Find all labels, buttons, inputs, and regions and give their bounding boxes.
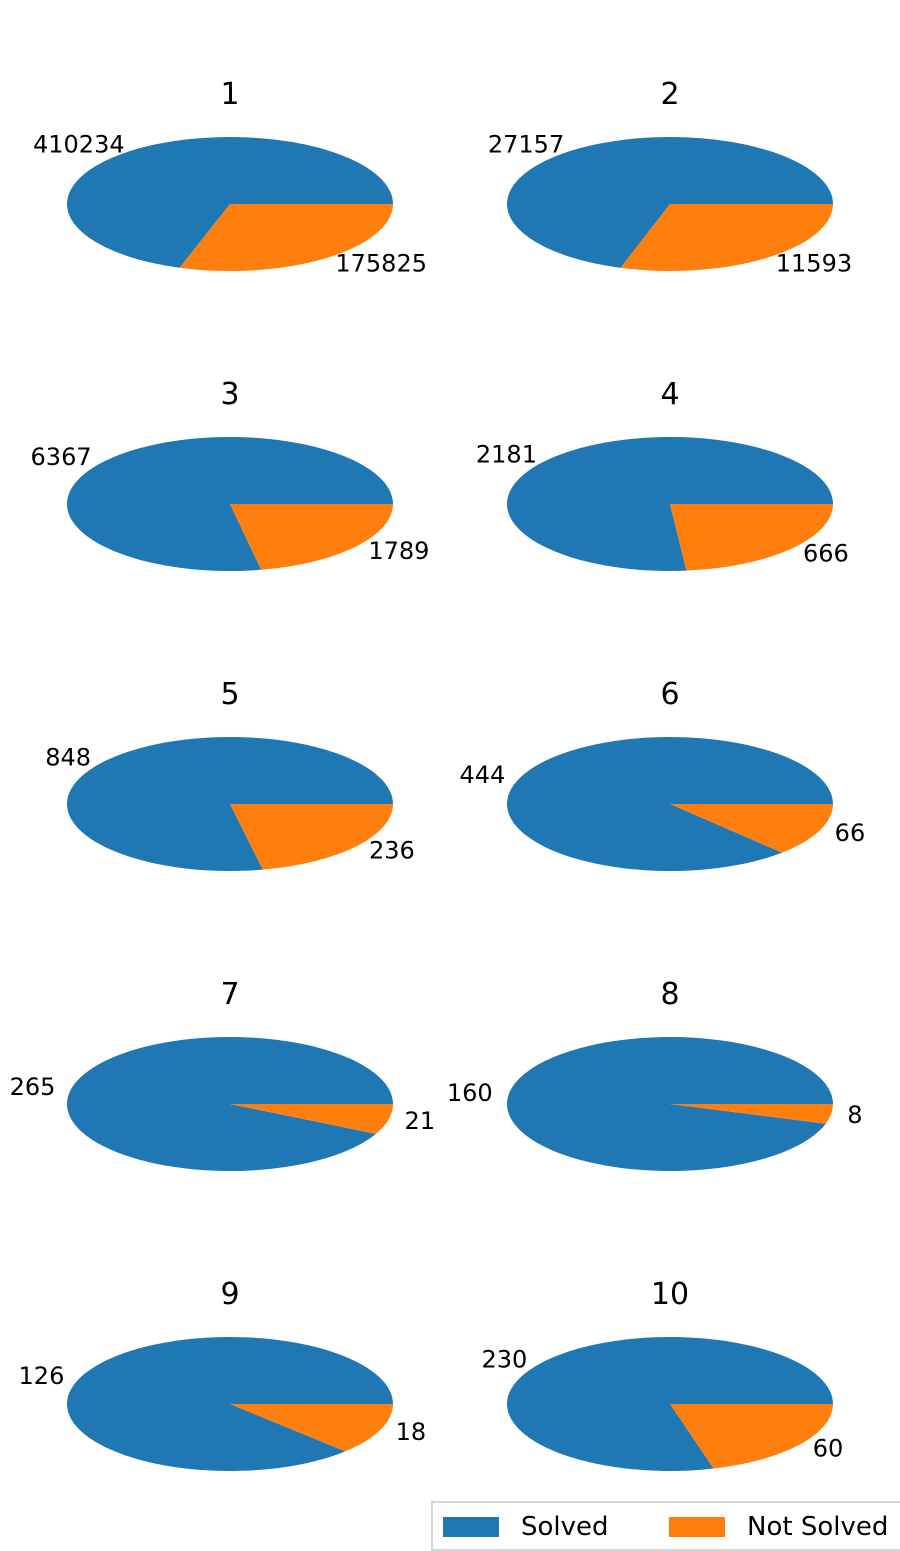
legend-item-solved: Solved bbox=[443, 1512, 609, 1542]
pie-10-title: 10 bbox=[651, 1277, 689, 1312]
pie-6-slice-solved bbox=[506, 736, 833, 871]
pie-7-label-solved: 265 bbox=[10, 1073, 56, 1101]
pie-3-title: 3 bbox=[220, 377, 239, 412]
pie-9-label-solved: 126 bbox=[19, 1362, 65, 1390]
pie-3: 6367 1789 3 bbox=[31, 377, 429, 571]
pie-6-label-solved: 444 bbox=[460, 761, 506, 789]
pie-1-title: 1 bbox=[220, 77, 239, 112]
legend: Solved Not Solved bbox=[431, 1501, 900, 1551]
pie-9: 126 18 9 bbox=[19, 1277, 427, 1471]
pie-5-label-solved: 848 bbox=[45, 743, 91, 771]
pie-10-label-not-solved: 60 bbox=[813, 1435, 844, 1463]
pie-4-label-solved: 2181 bbox=[476, 441, 537, 469]
pie-5-slice-not-solved bbox=[230, 804, 393, 870]
pie-8-title: 8 bbox=[660, 977, 679, 1012]
pie-4-slice-not-solved bbox=[670, 504, 833, 571]
pie-3-label-solved: 6367 bbox=[31, 443, 92, 471]
pie-2-label-not-solved: 11593 bbox=[776, 250, 852, 278]
pie-9-title: 9 bbox=[220, 1277, 239, 1312]
pie-2: 27157 11593 2 bbox=[488, 77, 852, 278]
legend-swatch-solved bbox=[443, 1517, 499, 1537]
pie-10-slice-not-solved bbox=[670, 1404, 833, 1469]
pie-6-title: 6 bbox=[660, 677, 679, 712]
pie-6-slice-not-solved bbox=[670, 804, 833, 853]
pie-5-label-not-solved: 236 bbox=[369, 837, 415, 865]
pie-5-title: 5 bbox=[220, 677, 239, 712]
pie-8-slice-not-solved bbox=[670, 1104, 833, 1124]
legend-item-not-solved: Not Solved bbox=[669, 1512, 889, 1542]
pie-6-label-not-solved: 66 bbox=[835, 819, 866, 847]
pie-4-title: 4 bbox=[660, 377, 679, 412]
pie-3-slice-solved bbox=[67, 436, 393, 571]
pie-10: 230 60 10 bbox=[481, 1277, 843, 1471]
pie-1-label-not-solved: 175825 bbox=[335, 250, 427, 278]
pie-7-slice-not-solved bbox=[230, 1104, 393, 1134]
pie-7: 265 21 7 bbox=[10, 977, 435, 1171]
pie-chart-grid: 4102341758251271571159326367178932181666… bbox=[10, 77, 866, 1471]
legend-label-not-solved: Not Solved bbox=[747, 1512, 889, 1542]
pie-1-slice-not-solved bbox=[179, 204, 393, 272]
pie-7-title: 7 bbox=[220, 977, 239, 1012]
pie-8-label-not-solved: 8 bbox=[847, 1101, 862, 1129]
pie-5-slice-solved bbox=[66, 737, 393, 871]
pie-2-label-solved: 27157 bbox=[488, 130, 564, 158]
pie-4-label-not-solved: 666 bbox=[803, 539, 849, 567]
pie-4: 2181 666 4 bbox=[476, 377, 849, 571]
pie-2-slice-not-solved bbox=[620, 204, 833, 272]
pie-5: 848 236 5 bbox=[45, 677, 415, 871]
pie-8: 160 8 8 bbox=[447, 977, 863, 1171]
pie-1-slice-solved bbox=[66, 137, 393, 268]
pie-2-title: 2 bbox=[660, 77, 679, 112]
legend-swatch-not-solved bbox=[669, 1517, 725, 1537]
legend-label-solved: Solved bbox=[521, 1512, 609, 1542]
pie-9-slice-not-solved bbox=[230, 1404, 393, 1452]
pie-3-label-not-solved: 1789 bbox=[368, 537, 429, 565]
pie-1: 410234 175825 1 bbox=[33, 77, 427, 278]
pie-9-label-not-solved: 18 bbox=[396, 1418, 427, 1446]
pie-8-label-solved: 160 bbox=[447, 1079, 493, 1107]
pie-2-slice-solved bbox=[506, 137, 833, 268]
pie-1-label-solved: 410234 bbox=[33, 130, 125, 158]
pie-7-label-not-solved: 21 bbox=[405, 1107, 436, 1135]
pie-3-slice-not-solved bbox=[230, 504, 393, 570]
pie-10-label-solved: 230 bbox=[481, 1345, 527, 1373]
